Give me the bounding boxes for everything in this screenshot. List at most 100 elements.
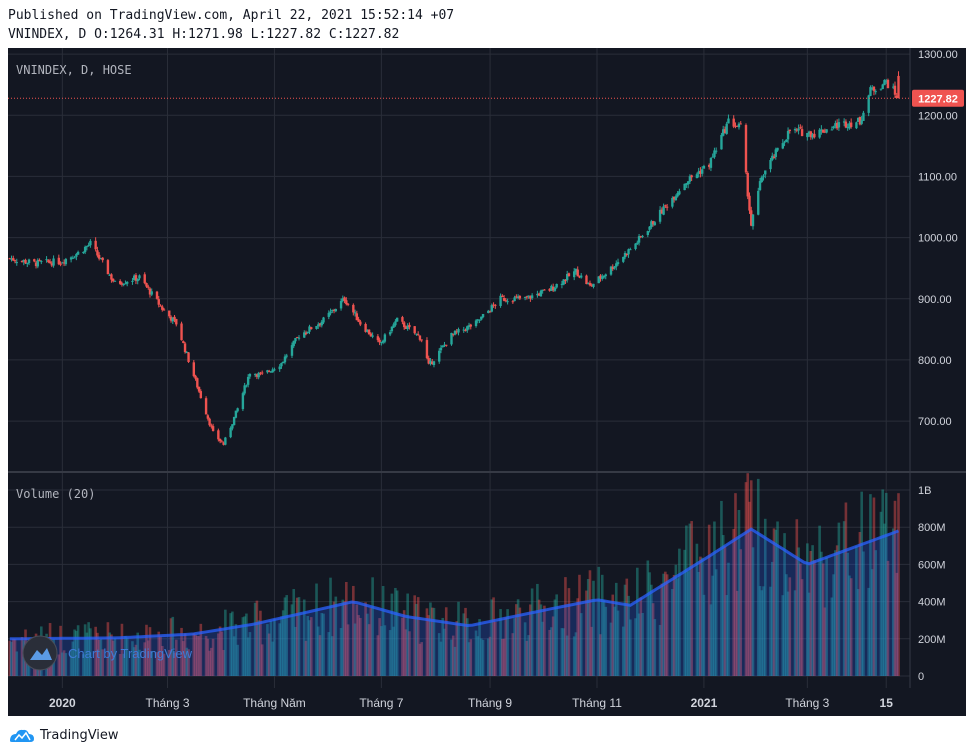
candle-body (218, 438, 222, 442)
volume-bar (159, 636, 162, 676)
volume-bar (855, 546, 858, 676)
candle-body (511, 301, 515, 303)
volume-bar (641, 612, 644, 676)
volume-bars (8, 473, 900, 676)
candle-body (234, 410, 238, 418)
candle-body (725, 123, 728, 134)
volume-bar (576, 598, 580, 676)
volume-bar (75, 630, 78, 676)
volume-bar (462, 613, 466, 676)
volume-bar (813, 560, 816, 676)
candle-body (45, 259, 48, 261)
volume-bar (781, 595, 785, 676)
volume-bar (702, 594, 706, 676)
candle-body (134, 275, 138, 281)
candle-body (481, 314, 485, 318)
volume-bar (793, 590, 797, 676)
candle-body (315, 325, 318, 329)
volume-bar (846, 552, 849, 676)
volume-bar (266, 624, 269, 676)
candle-body (22, 259, 25, 262)
candle-body (688, 176, 692, 182)
volume-bar (217, 633, 220, 676)
volume-bar (187, 649, 190, 676)
candle-body (641, 235, 644, 237)
candle-body (404, 326, 408, 329)
candle-body (236, 408, 239, 412)
candle-body (774, 149, 777, 157)
candle-body (580, 275, 583, 278)
volume-bar (783, 533, 786, 676)
volume-bar (330, 636, 334, 676)
volume-bar (376, 635, 380, 676)
volume-bar (870, 569, 874, 676)
candle-body (678, 191, 681, 195)
candle-body (714, 150, 718, 152)
volume-bar (113, 638, 117, 676)
candle-body (438, 350, 441, 362)
candle-body (182, 341, 185, 343)
volume-bar (395, 590, 399, 676)
candle-body (392, 324, 395, 328)
candle-body (492, 304, 495, 306)
candle-body (162, 309, 166, 311)
candle-body (196, 378, 199, 388)
volume-tick-label: 200M (918, 634, 946, 646)
volume-bar (253, 602, 257, 676)
volume-bar (224, 609, 227, 676)
volume-bar (848, 575, 851, 676)
volume-bar (429, 602, 432, 676)
volume-bar (183, 633, 187, 676)
volume-bar (110, 634, 113, 676)
candle-body (34, 262, 38, 267)
candle-body (241, 393, 245, 410)
volume-bar (148, 627, 152, 676)
volume-bar (101, 649, 104, 676)
candle-body (602, 275, 606, 278)
volume-bar (206, 638, 210, 676)
volume-bar (359, 617, 362, 676)
footer-brand[interactable]: TradingView (40, 727, 119, 743)
footer[interactable]: TradingView (8, 726, 119, 744)
volume-bar (879, 511, 883, 676)
candle-body (722, 129, 725, 136)
volume-bar (699, 556, 702, 676)
candle-body (525, 296, 529, 298)
volume-bar (352, 585, 355, 676)
candle-body (629, 249, 632, 251)
candle-body (813, 133, 816, 138)
candle-body (769, 160, 772, 170)
candle-body (869, 87, 872, 96)
candle-body (52, 258, 55, 266)
candle-body (10, 258, 13, 260)
volume-bar (255, 600, 259, 676)
volume-bar (751, 547, 755, 676)
volume-bar (660, 583, 664, 676)
candle-body (601, 276, 604, 279)
candle-body (892, 86, 895, 88)
volume-bar (204, 635, 208, 676)
candle-body (567, 273, 571, 277)
candle-body (467, 325, 471, 328)
candle-body (648, 226, 651, 230)
candle-body (197, 386, 201, 392)
volume-bar (769, 586, 772, 676)
volume-bar (285, 595, 289, 676)
volume-bar (457, 601, 460, 676)
volume-bar (572, 636, 576, 676)
volume-bar (322, 613, 325, 676)
candle-body (204, 398, 208, 415)
volume-bar (881, 489, 885, 676)
candle-body (343, 297, 346, 301)
candle-body (425, 340, 429, 359)
candle-body (171, 317, 174, 322)
volume-bar (220, 631, 224, 676)
volume-bar (85, 632, 89, 676)
candle-body (367, 329, 371, 335)
candle-body (799, 127, 802, 129)
candle-body (20, 261, 24, 263)
candle-body (408, 324, 411, 328)
ohlc-line: VNINDEX, D O:1264.31 H:1271.98 L:1227.82… (8, 27, 400, 42)
candle-body (366, 329, 369, 332)
